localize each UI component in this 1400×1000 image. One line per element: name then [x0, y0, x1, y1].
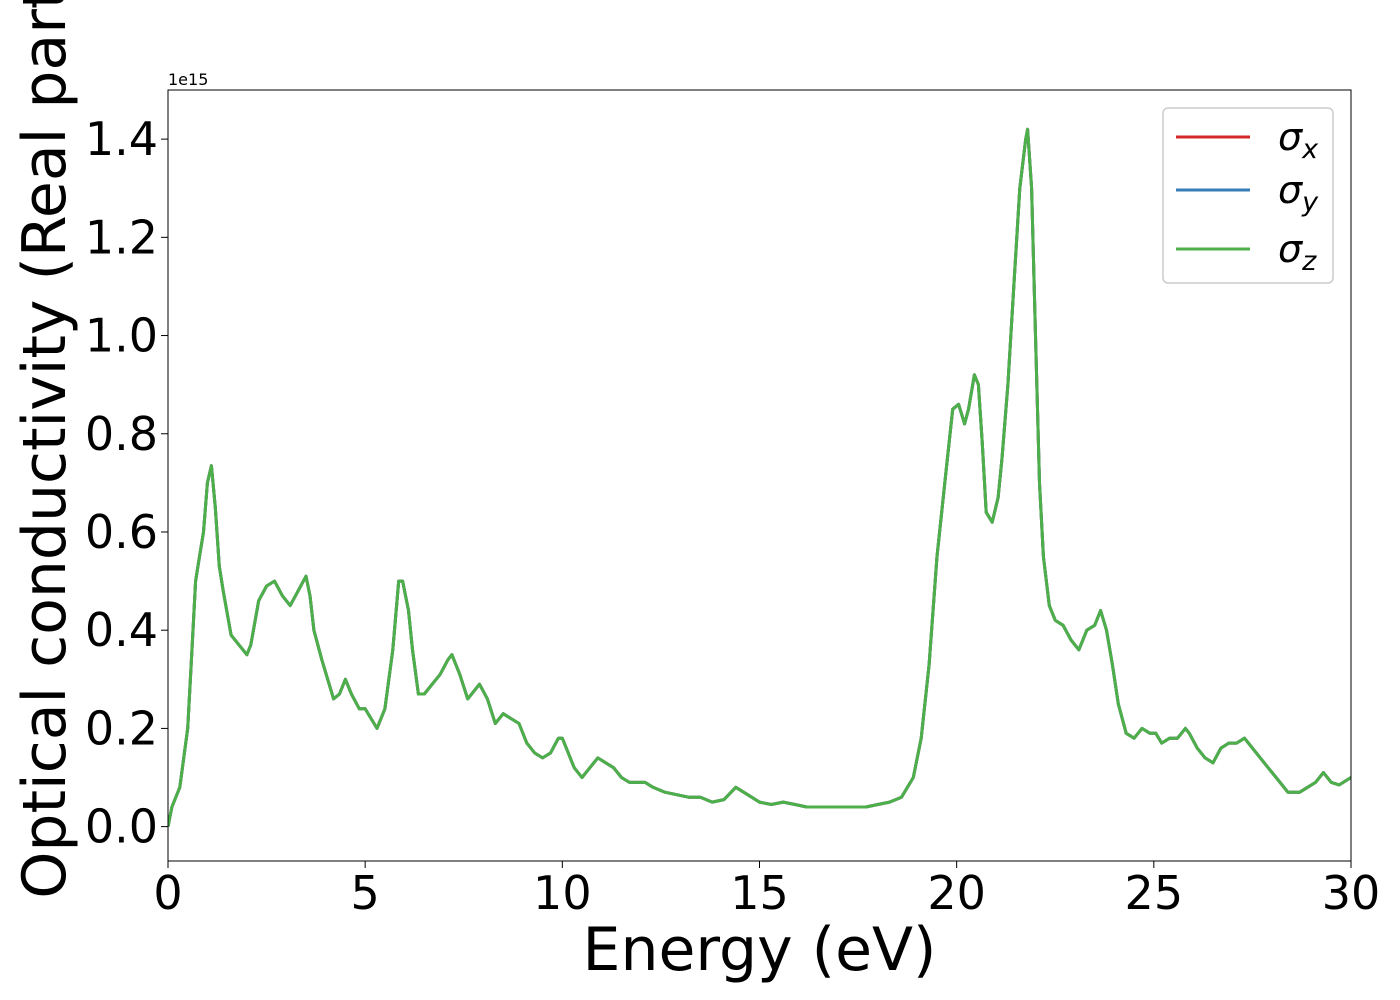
x-axis-ticks: 0 5 10 15 20 25 30 [153, 861, 1380, 920]
series-layer [168, 127, 1351, 827]
x-axis-title: Energy (eV) [583, 915, 937, 985]
y-tick-label: 0.0 [85, 800, 158, 854]
y-tick-label: 0.4 [85, 603, 158, 657]
x-tick-label: 10 [533, 866, 592, 920]
legend-label-z: σz [1278, 227, 1317, 277]
x-tick-label: 30 [1322, 866, 1381, 920]
y-tick-label: 1.0 [85, 309, 158, 363]
y-axis-title: Optical conductivity (Real part) [10, 0, 80, 899]
x-tick-label: 5 [351, 866, 380, 920]
x-tick-label: 0 [153, 866, 182, 920]
legend-label-y: σy [1278, 168, 1319, 218]
y-offset-label: 1e15 [168, 70, 208, 89]
y-tick-label: 0.2 [85, 701, 158, 755]
y-tick-label: 1.2 [85, 210, 158, 264]
series-line-sigma-z [168, 127, 1351, 827]
y-tick-label: 0.8 [85, 407, 158, 461]
x-tick-label: 25 [1125, 866, 1184, 920]
x-tick-label: 20 [927, 866, 986, 920]
y-tick-label: 1.4 [85, 112, 158, 166]
legend-box [1162, 107, 1334, 284]
legend-label-x: σx [1278, 115, 1319, 165]
y-tick-label: 0.6 [85, 505, 158, 559]
x-tick-label: 15 [730, 866, 789, 920]
y-axis-ticks: 0.0 0.2 0.4 0.6 0.8 1.0 1.2 1.4 [85, 112, 168, 854]
